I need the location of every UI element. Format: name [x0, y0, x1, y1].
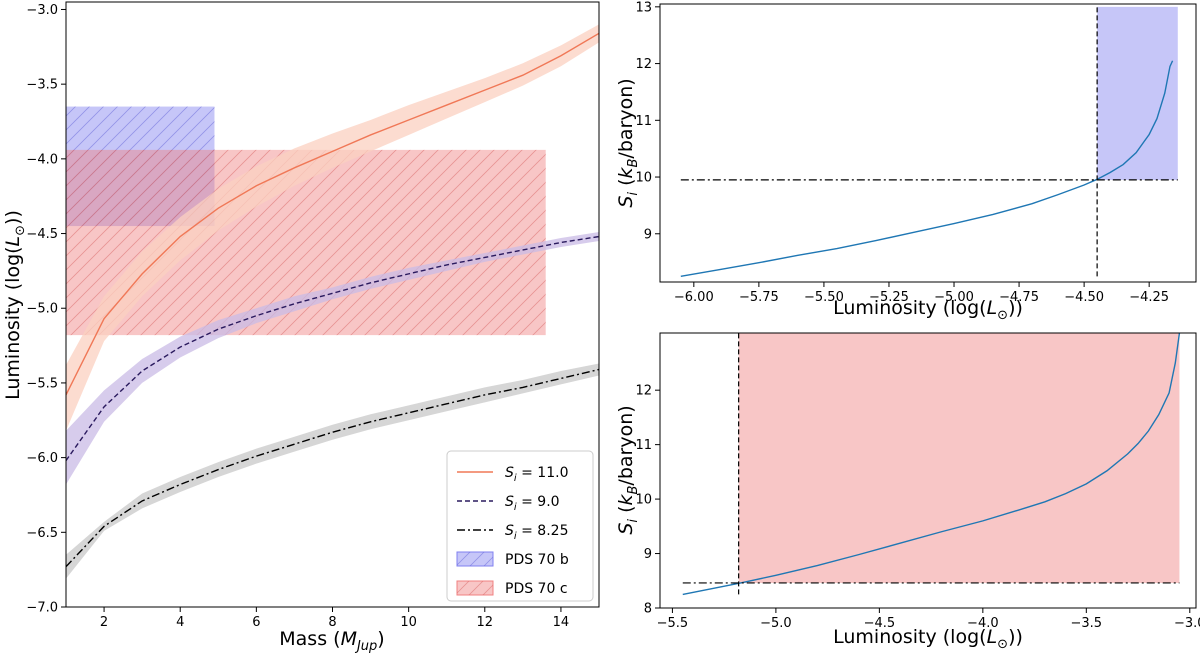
y-tick-label: −6.5 — [26, 526, 58, 541]
legend-swatch-hatch-0 — [457, 552, 493, 566]
luminosity-vs-mass-panel: 2 4 6 8 10 12 14 −7.0 −6.5 −6.0 −5.5 −5.0 −4.5 −4.0 −3… — [2, 1, 600, 654]
uncertainty-band-2 — [66, 363, 599, 579]
x-tick-label: −5.50 — [804, 290, 844, 305]
region-pds-70-c — [66, 149, 546, 336]
uncertainty-band-1 — [66, 232, 599, 485]
y-tick-label: −4.5 — [26, 227, 58, 242]
legend-label-2: Si = 8.25 — [505, 523, 568, 542]
x-tick-label: 6 — [252, 615, 260, 630]
x-tick-label: −6.00 — [674, 290, 714, 305]
legend: Si = 11.0 Si = 9.0 Si = 8.25 PDS 70 b PDS 70… — [446, 450, 594, 602]
x-tick-label: 2 — [100, 615, 108, 630]
series-line-1 — [66, 235, 599, 462]
y-axis-label: Si (kB/baryon) — [615, 78, 641, 207]
x-tick-label: −5.75 — [739, 290, 779, 305]
y-tick-label: 12 — [635, 384, 652, 399]
y-axis-label: Si (kB/baryon) — [615, 405, 641, 534]
x-tick-label: −5.00 — [934, 290, 974, 305]
x-axis-label: Luminosity (log(L⊙)) — [833, 297, 1023, 323]
x-tick-label: −5.5 — [657, 616, 689, 631]
y-tick-label: −5.0 — [26, 302, 58, 317]
entropy-curve — [680, 60, 1174, 278]
y-tick-label: −5.5 — [26, 376, 58, 391]
x-tick-label: −4.0 — [967, 616, 999, 631]
plot-frame — [659, 3, 1197, 283]
legend-label-region-0: PDS 70 b — [505, 552, 569, 568]
y-tick-label: −4.0 — [26, 152, 58, 167]
x-tick-label: 12 — [477, 615, 494, 630]
x-tick-label: −5.0 — [760, 616, 792, 631]
y-tick-label: −3.5 — [26, 78, 58, 93]
legend-label-0: Si = 11.0 — [505, 465, 568, 484]
x-tick-label: −3.5 — [1071, 616, 1103, 631]
x-tick-label: 10 — [400, 615, 417, 630]
plot-frame — [659, 332, 1197, 609]
series-line-0 — [66, 32, 599, 396]
x-tick-label: −4.5 — [864, 616, 896, 631]
uncertainty-band-0 — [66, 24, 599, 431]
y-tick-label: 8 — [644, 602, 652, 617]
x-tick-label: −5.25 — [869, 290, 909, 305]
y-tick-label: 12 — [635, 57, 652, 72]
x-tick-label: 14 — [553, 615, 570, 630]
x-axis-label: Luminosity (log(L⊙)) — [833, 626, 1023, 652]
y-tick-label: 11 — [635, 114, 652, 129]
y-axis-label: Luminosity (log(L⊙)) — [2, 210, 28, 400]
y-tick-label: −7.0 — [26, 601, 58, 616]
legend-label-region-1: PDS 70 c — [505, 581, 568, 597]
x-tick-label: 4 — [176, 615, 184, 630]
entropy-curve — [682, 333, 1181, 596]
y-tick-label: −3.0 — [26, 3, 58, 18]
y-tick-label: 10 — [635, 493, 652, 508]
entropy-vs-luminosity-panel-b: −6.00 −5.75 −5.50 −5.25 −5.00 −4.75 −4.50 −4.25… — [615, 0, 1197, 323]
shaded-region — [738, 333, 1180, 583]
entropy-vs-luminosity-panel-c: −5.5 −5.0 −4.5 −4.0 −3.5 −3.0 8 9 10 11 12 Luminos… — [615, 332, 1200, 652]
x-axis-label: Mass (MJup) — [279, 628, 384, 654]
shaded-region — [1097, 6, 1178, 180]
y-tick-label: 10 — [635, 171, 652, 186]
y-tick-label: 9 — [644, 547, 652, 562]
legend-label-1: Si = 9.0 — [505, 494, 560, 513]
x-tick-label: −3.0 — [1174, 616, 1200, 631]
y-tick-label: 13 — [635, 0, 652, 15]
x-tick-label: 8 — [328, 615, 336, 630]
y-tick-label: 11 — [635, 438, 652, 453]
legend-swatch-hatch-1 — [457, 581, 493, 595]
y-tick-label: −6.0 — [26, 451, 58, 466]
y-tick-label: 9 — [644, 227, 652, 242]
x-tick-label: −4.50 — [1064, 290, 1104, 305]
series-line-2 — [66, 368, 599, 568]
x-tick-label: −4.75 — [999, 290, 1039, 305]
x-tick-label: −4.25 — [1129, 290, 1169, 305]
